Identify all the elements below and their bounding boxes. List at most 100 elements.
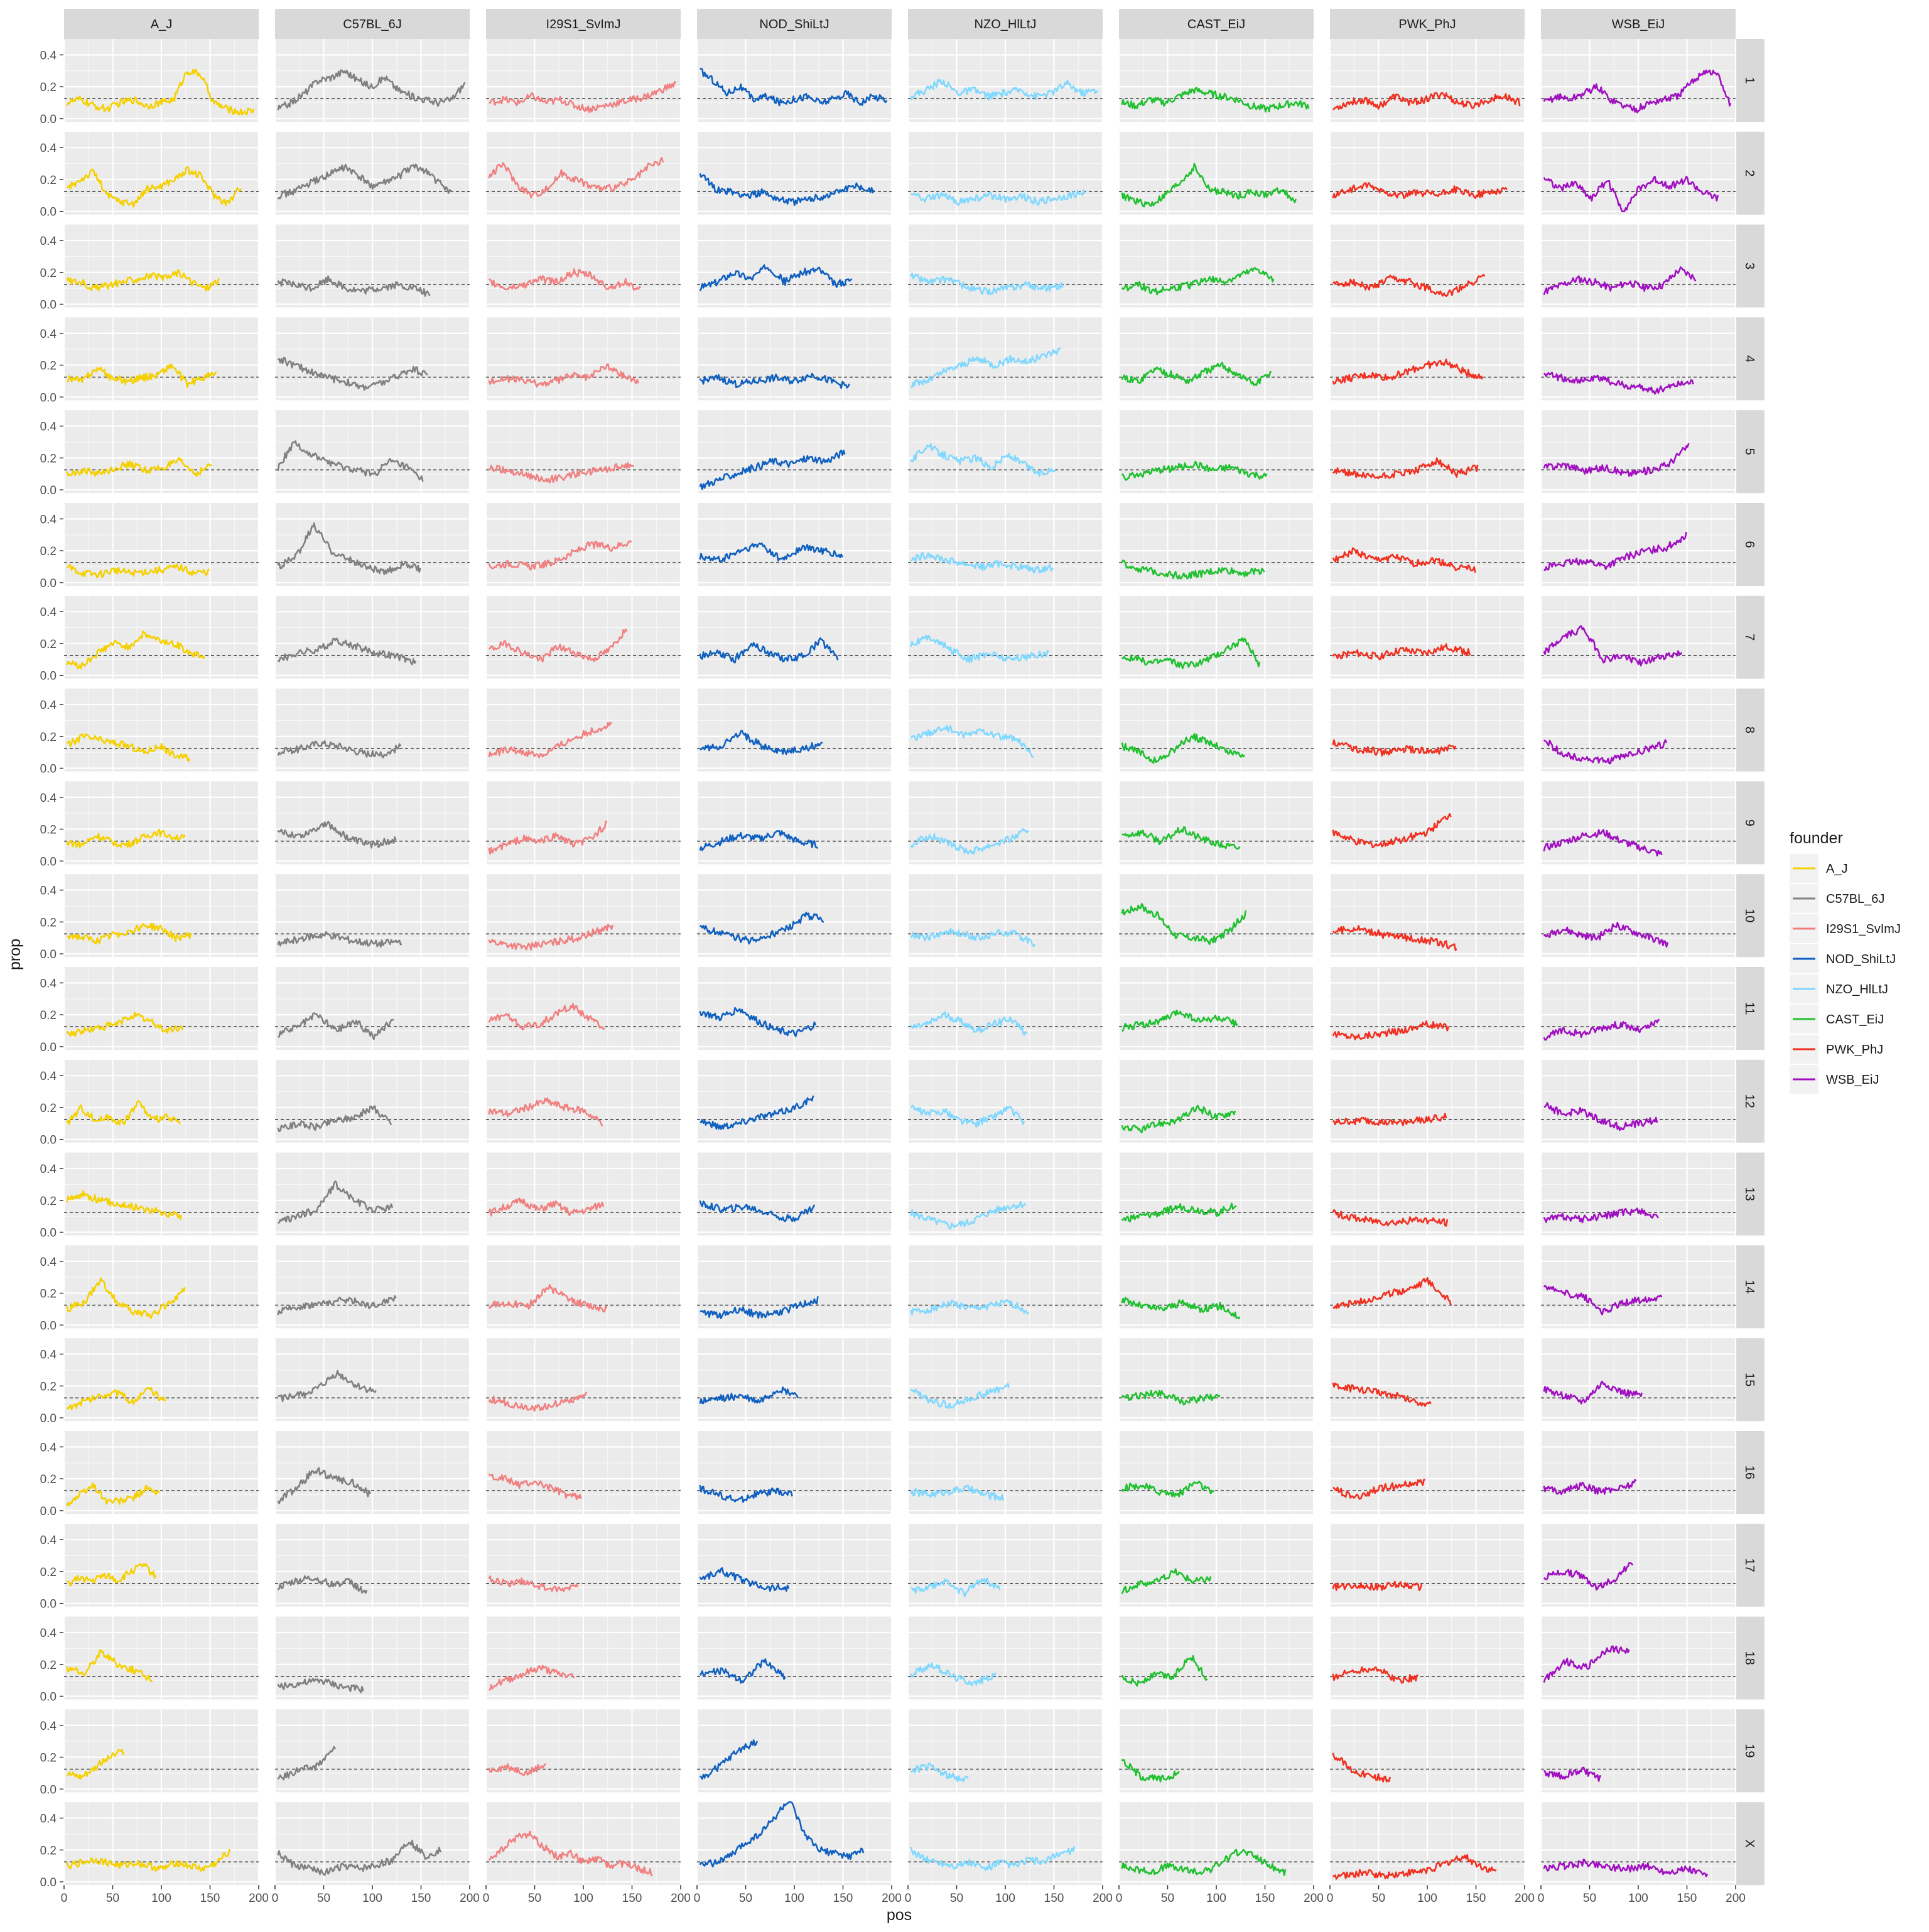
x-tick-label: 50 <box>528 1892 541 1905</box>
series-line <box>1121 903 1247 946</box>
y-tick-label: 0.4 <box>40 1070 57 1083</box>
x-tick-label: 50 <box>739 1892 752 1905</box>
series-line <box>910 1484 1004 1501</box>
x-tick-label: 0 <box>1327 1892 1334 1905</box>
facet-panel <box>63 1245 260 1329</box>
series-line <box>1543 1380 1643 1405</box>
facet-panel <box>485 317 682 401</box>
series-line <box>699 372 850 389</box>
y-tick-label: 0.0 <box>40 1876 57 1889</box>
facet-panel <box>696 1245 893 1329</box>
series-line <box>66 1482 160 1506</box>
series-line <box>488 1575 579 1593</box>
facet-panel <box>63 1616 260 1700</box>
facet-panel <box>63 1709 260 1793</box>
y-tick-label: 0.4 <box>40 1441 57 1454</box>
y-tick-label: 0.2 <box>40 638 57 651</box>
facet-panel <box>1329 39 1526 122</box>
series-line <box>1121 1104 1236 1134</box>
facet-panel <box>1329 967 1526 1050</box>
facet-panel <box>63 688 260 772</box>
facet-panel <box>274 503 471 586</box>
series-line <box>1121 1390 1221 1406</box>
facet-panel <box>1118 131 1315 215</box>
series-line <box>910 1662 997 1686</box>
facet-panel <box>907 410 1104 494</box>
facet-panel <box>1540 1152 1737 1236</box>
facet-panel <box>696 1059 893 1143</box>
series-line <box>277 1678 364 1693</box>
series-line <box>1543 1285 1663 1315</box>
y-tick-label: 0.2 <box>40 174 57 187</box>
row-strip <box>1736 317 1764 401</box>
facet-panel <box>1540 1338 1737 1422</box>
facet-panel <box>1118 1709 1315 1793</box>
facet-panel <box>907 874 1104 958</box>
series-line <box>277 522 421 576</box>
facet-panel <box>907 131 1104 215</box>
facet-panel <box>485 1431 682 1514</box>
y-tick-label: 0.0 <box>40 206 57 219</box>
series-line <box>277 275 431 297</box>
facet-panel <box>696 874 893 958</box>
row-strip-label: 8 <box>1743 726 1756 733</box>
series-line <box>66 828 186 849</box>
facet-panel <box>1540 874 1737 958</box>
facet-panel <box>696 317 893 401</box>
x-tick-label: 100 <box>151 1892 171 1905</box>
x-tick-label: 150 <box>411 1892 431 1905</box>
series-line <box>699 1200 816 1222</box>
series-line <box>910 78 1098 101</box>
x-tick-label: 200 <box>1726 1892 1746 1905</box>
row-strip-label: 9 <box>1743 819 1756 826</box>
y-tick-label: 0.4 <box>40 142 57 155</box>
facet-panel <box>696 39 893 122</box>
facet-panel <box>485 503 682 586</box>
facet-panel <box>696 1801 893 1886</box>
series-line <box>1543 1859 1709 1877</box>
facet-panel <box>696 131 893 215</box>
facet-panel <box>907 1431 1104 1514</box>
row-strip <box>1736 688 1764 772</box>
facet-panel <box>274 410 471 494</box>
y-tick-label: 0.0 <box>40 484 57 497</box>
series-line <box>1121 362 1272 387</box>
series-line <box>1543 69 1732 114</box>
column-strip <box>1541 9 1736 39</box>
x-tick-label: 100 <box>1628 1892 1648 1905</box>
series-line <box>1543 266 1697 296</box>
facet-panel <box>1118 781 1315 865</box>
y-tick-label: 0.2 <box>40 731 57 744</box>
facet-panel <box>907 967 1104 1050</box>
x-tick-label: 100 <box>995 1892 1015 1905</box>
series-line <box>66 363 217 389</box>
facet-panel <box>1540 1802 1737 1886</box>
row-strip <box>1736 1802 1764 1886</box>
facet-panel <box>274 781 471 865</box>
x-tick-label: 0 <box>272 1892 279 1905</box>
x-tick-label: 50 <box>1583 1892 1596 1905</box>
facet-panel <box>1118 1616 1315 1700</box>
series-line <box>1332 739 1457 757</box>
series-line <box>488 157 664 199</box>
series-line <box>277 440 424 482</box>
facet-panel <box>485 967 682 1050</box>
y-tick-label: 0.4 <box>40 1163 57 1176</box>
facet-panel <box>63 1802 260 1886</box>
facet-panel <box>907 1802 1104 1886</box>
facet-panel <box>274 595 471 679</box>
series-line <box>1332 1666 1418 1684</box>
x-tick-label: 0 <box>1116 1892 1123 1905</box>
x-tick-label: 150 <box>200 1892 220 1905</box>
y-tick-label: 0.0 <box>40 1783 57 1796</box>
facet-panel <box>907 503 1104 586</box>
facet-panel <box>485 781 682 865</box>
column-strip-label: NOD_ShiLtJ <box>759 18 829 31</box>
series-line <box>1332 359 1483 385</box>
series-line <box>488 924 614 951</box>
series-line <box>699 1485 793 1503</box>
row-strip <box>1736 1616 1764 1700</box>
y-tick-label: 0.4 <box>40 421 57 434</box>
series-line <box>910 347 1061 389</box>
